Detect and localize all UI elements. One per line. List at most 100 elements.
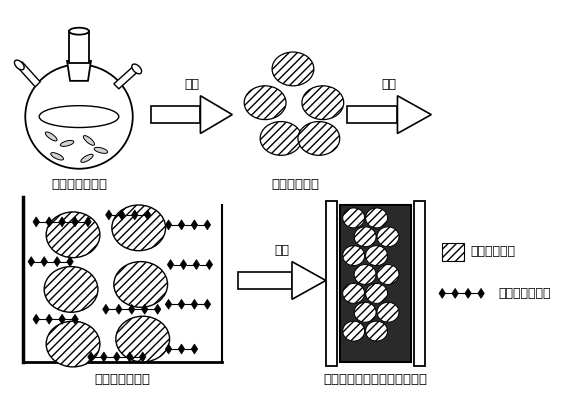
- Ellipse shape: [365, 246, 388, 266]
- Polygon shape: [167, 260, 174, 269]
- Ellipse shape: [25, 64, 132, 169]
- Ellipse shape: [260, 122, 302, 155]
- Ellipse shape: [83, 136, 95, 145]
- Polygon shape: [106, 210, 112, 220]
- Ellipse shape: [61, 140, 74, 147]
- Polygon shape: [41, 257, 47, 267]
- Polygon shape: [465, 289, 471, 298]
- Polygon shape: [154, 304, 161, 314]
- Polygon shape: [142, 304, 148, 314]
- Polygon shape: [452, 289, 459, 298]
- Ellipse shape: [45, 132, 57, 141]
- Polygon shape: [200, 96, 232, 133]
- Polygon shape: [191, 344, 198, 354]
- Polygon shape: [131, 210, 138, 220]
- Ellipse shape: [116, 316, 170, 362]
- Polygon shape: [33, 314, 39, 324]
- Polygon shape: [114, 352, 120, 362]
- Polygon shape: [191, 220, 198, 230]
- Polygon shape: [114, 66, 139, 89]
- Polygon shape: [28, 257, 34, 267]
- Bar: [347, 106, 397, 123]
- Bar: [238, 272, 292, 289]
- Polygon shape: [128, 304, 135, 314]
- Text: 无皂乳液聚合法: 无皂乳液聚合法: [51, 177, 107, 190]
- Text: 二氧化硅前驱体: 二氧化硅前驱体: [498, 287, 550, 300]
- Text: 聚苯乙烯小球: 聚苯乙烯小球: [470, 245, 515, 258]
- Ellipse shape: [354, 227, 376, 247]
- Polygon shape: [178, 299, 185, 309]
- Polygon shape: [103, 304, 109, 314]
- Polygon shape: [139, 352, 146, 362]
- Ellipse shape: [114, 262, 167, 307]
- Polygon shape: [119, 210, 125, 220]
- Polygon shape: [59, 217, 65, 227]
- Polygon shape: [178, 220, 185, 230]
- Polygon shape: [88, 352, 94, 362]
- Polygon shape: [204, 299, 211, 309]
- Ellipse shape: [46, 212, 100, 258]
- Polygon shape: [193, 260, 200, 269]
- Bar: [415, 201, 425, 366]
- Text: 干燥: 干燥: [275, 244, 289, 257]
- Ellipse shape: [354, 265, 376, 284]
- Bar: [442, 243, 464, 260]
- Ellipse shape: [377, 265, 399, 284]
- Polygon shape: [166, 344, 172, 354]
- Ellipse shape: [377, 302, 399, 322]
- Bar: [326, 201, 337, 366]
- Polygon shape: [178, 344, 185, 354]
- Polygon shape: [72, 314, 78, 324]
- Bar: [340, 205, 411, 362]
- Text: 聚苯乙烯－二氧化硅胶体晶体: 聚苯乙烯－二氧化硅胶体晶体: [324, 373, 428, 386]
- Polygon shape: [59, 314, 65, 324]
- Polygon shape: [180, 260, 187, 269]
- Ellipse shape: [272, 52, 314, 86]
- Polygon shape: [54, 257, 61, 267]
- Text: 聚苯乙烯小球: 聚苯乙烯小球: [271, 177, 319, 190]
- Polygon shape: [439, 289, 445, 298]
- Polygon shape: [17, 62, 40, 87]
- Polygon shape: [397, 96, 431, 133]
- Text: 分散: 分散: [381, 78, 396, 91]
- Polygon shape: [33, 217, 39, 227]
- Ellipse shape: [14, 60, 24, 70]
- Bar: [151, 106, 200, 123]
- Ellipse shape: [354, 302, 376, 322]
- Polygon shape: [100, 352, 107, 362]
- Ellipse shape: [132, 64, 142, 74]
- Bar: [69, 31, 89, 63]
- Ellipse shape: [69, 28, 89, 35]
- Polygon shape: [204, 220, 211, 230]
- Ellipse shape: [365, 283, 388, 303]
- Polygon shape: [85, 217, 91, 227]
- Polygon shape: [127, 352, 133, 362]
- Polygon shape: [72, 217, 78, 227]
- Polygon shape: [191, 299, 198, 309]
- Polygon shape: [166, 299, 172, 309]
- Polygon shape: [67, 257, 73, 267]
- Ellipse shape: [244, 86, 286, 120]
- Polygon shape: [115, 304, 122, 314]
- Polygon shape: [46, 314, 53, 324]
- Ellipse shape: [44, 267, 98, 312]
- Ellipse shape: [94, 147, 108, 153]
- Ellipse shape: [302, 86, 344, 120]
- Ellipse shape: [343, 208, 365, 228]
- Ellipse shape: [343, 321, 365, 341]
- Ellipse shape: [46, 321, 100, 367]
- Polygon shape: [67, 61, 91, 81]
- Ellipse shape: [377, 227, 399, 247]
- Ellipse shape: [51, 153, 63, 160]
- Polygon shape: [206, 260, 212, 269]
- Polygon shape: [292, 262, 326, 299]
- Polygon shape: [46, 217, 53, 227]
- Ellipse shape: [81, 154, 93, 162]
- Ellipse shape: [365, 321, 388, 341]
- Polygon shape: [478, 289, 484, 298]
- Ellipse shape: [365, 208, 388, 228]
- Ellipse shape: [343, 283, 365, 303]
- Text: 恒温垂直沉积法: 恒温垂直沉积法: [95, 373, 151, 386]
- Text: 清洗: 清洗: [184, 78, 199, 91]
- Polygon shape: [166, 220, 172, 230]
